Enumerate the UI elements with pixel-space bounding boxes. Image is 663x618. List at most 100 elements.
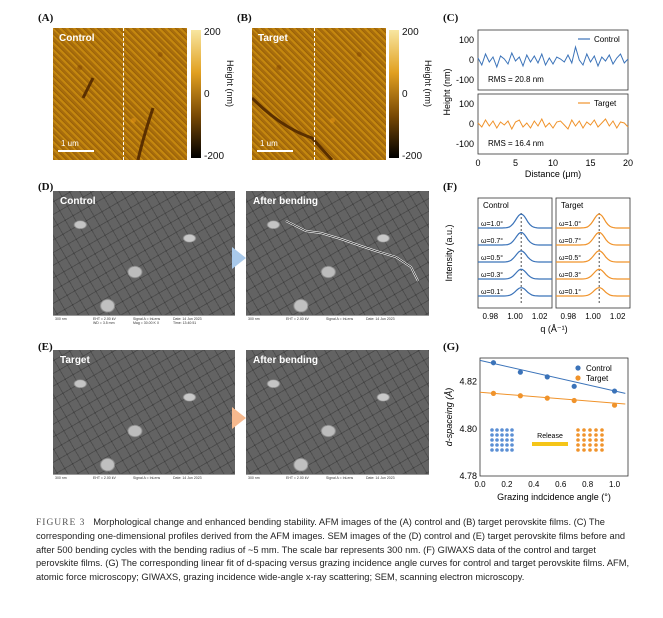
chart-g-fit-control — [479, 359, 626, 394]
afm-scale-bar — [58, 150, 94, 152]
chart-c-xtick: 0 — [475, 158, 480, 168]
colorbar-tick-bot-a: -200 — [204, 151, 225, 162]
chart-f-ylabel: Intensity (a.u.) — [444, 224, 454, 281]
sem-bar-signal: Signal A = InLens — [133, 317, 161, 321]
chart-g-inset-dot-blue — [505, 438, 509, 442]
chart-g-inset-dot-blue — [490, 438, 494, 442]
chart-g-xtick: 0.2 — [501, 480, 513, 489]
chart-f-xtick: 0.98 — [483, 312, 499, 321]
chart-g-xtick: 0.8 — [582, 480, 594, 489]
figure-caption: FIGURE 3 Morphological change and enhanc… — [36, 516, 636, 584]
chart-g-inset-dot-blue — [505, 433, 509, 437]
chart-f-frame-0 — [477, 197, 553, 309]
panel-label-g: (G) — [443, 341, 459, 353]
afm-image-target: Target 1 um — [252, 28, 386, 160]
panel-label-e: (E) — [38, 341, 53, 353]
afm-target-label: Target — [258, 33, 288, 44]
chart-f-curve-label: ω=0.1° — [559, 288, 581, 296]
chart-g-ytick: 4.78 — [459, 471, 477, 481]
colorbar-tick-top-b: 200 — [402, 27, 419, 38]
afm-colorbar-a — [191, 30, 201, 158]
chart-g-inset-dot-orange — [576, 438, 580, 442]
chart-f-curve-label: ω=1.0° — [481, 220, 503, 228]
sem-bar-scale-2: 300 nm — [248, 317, 260, 321]
chart-g-inset-dot-orange — [582, 448, 586, 452]
chart-c-ytick: -100 — [456, 75, 474, 85]
chart-f-curve — [478, 287, 552, 297]
sem-bar-mag: Mag = 30.00 K X — [133, 321, 160, 325]
chart-f-curve — [556, 287, 630, 297]
chart-f-curve-label: ω=0.5° — [559, 254, 581, 262]
chart-g-inset-dot-blue — [490, 428, 494, 432]
panel-label-b: (B) — [237, 12, 252, 24]
chart-f-curve-label: ω=0.1° — [481, 288, 503, 296]
sem-target-before: Target 300 nm EHT = 2.00 kV Signal A = I… — [53, 350, 235, 485]
sem-bar-date-3: Date: 14 Jun 2023 — [173, 476, 202, 480]
chart-f-curve — [556, 213, 630, 229]
chart-g-inset-dot-orange — [594, 433, 598, 437]
afm-defect-lines — [81, 77, 155, 160]
chart-g-inset-dot-blue — [490, 448, 494, 452]
sem-bar-signal-4: Signal A = InLens — [326, 476, 354, 480]
sem-bar-scale-3: 300 nm — [55, 476, 67, 480]
afm-scale-text-target: 1 um — [260, 139, 278, 148]
chart-f-curve — [556, 250, 630, 263]
afm-profile-line-target — [314, 28, 315, 160]
chart-g-ylabel: d-spaceing (Å) — [444, 388, 454, 447]
arrow-e — [232, 407, 246, 429]
chart-f-curve — [478, 231, 552, 246]
chart-g-inset-dot-orange — [588, 428, 592, 432]
sem-info-bar-4: 300 nm EHT = 2.00 kV Signal A = InLens D… — [246, 474, 429, 485]
chart-g-legend-1: Target — [586, 374, 609, 383]
sem-info-bar: 300 nm EHT = 2.00 kV WD = 3.5 mm Signal … — [53, 315, 235, 326]
chart-g-inset-dot-blue — [500, 443, 504, 447]
sem-bar-eht-2: EHT = 2.00 kV — [286, 317, 309, 321]
chart-c-frame-0 — [477, 29, 629, 91]
chart-g-inset-dot-blue — [510, 443, 514, 447]
chart-g-point-control — [517, 369, 523, 375]
chart-c-legend-0: Control — [594, 35, 620, 44]
chart-f-xtick: 1.00 — [585, 312, 601, 321]
chart-g-inset-label: Release — [537, 433, 563, 440]
chart-g-inset-dot-orange — [594, 438, 598, 442]
chart-c-legend-1: Target — [594, 99, 617, 108]
chart-f-curve-label: ω=0.3° — [481, 271, 503, 279]
sem-bar-scale: 300 nm — [55, 317, 67, 321]
chart-c-xtick: 10 — [548, 158, 558, 168]
chart-f-xlabel: q (Å⁻¹) — [540, 324, 567, 334]
chart-c-line-target — [477, 117, 629, 131]
sem-bar-eht-3: EHT = 2.00 kV — [93, 476, 116, 480]
chart-g-inset-dot-blue — [510, 428, 514, 432]
sem-bar-time: Time: 13:40:51 — [173, 321, 197, 325]
chart-f-xtick: 0.98 — [561, 312, 577, 321]
chart-g-xlabel: Grazing indcidence angle (°) — [497, 492, 611, 502]
chart-c-ytick: -100 — [456, 139, 474, 149]
chart-g-point-target — [611, 402, 618, 408]
chart-g-inset-dot-blue — [495, 428, 499, 432]
chart-g-point-control — [490, 360, 497, 366]
chart-g-inset-dot-orange — [576, 428, 580, 432]
chart-f-curve — [556, 268, 630, 280]
chart-g-point-control — [544, 374, 550, 380]
afm-defect-lines-target — [252, 96, 334, 160]
chart-g-inset-dot-orange — [594, 443, 598, 447]
chart-g-inset-dot-orange — [576, 433, 580, 437]
chart-g-inset-dot-orange — [588, 438, 592, 442]
chart-c-ytick: 0 — [469, 119, 474, 129]
sem-target-after: After bending 300 nm EHT = 2.00 kV Signa… — [246, 350, 429, 485]
chart-g-legend-0: Control — [586, 364, 612, 373]
chart-g-point-target — [571, 397, 577, 404]
chart-f-giwaxs: Intensity (a.u.) Control ω=1.0° ω=0.7° ω=0.5… — [444, 197, 631, 334]
chart-g-inset-dot-orange — [576, 443, 580, 447]
chart-f-curve-label: ω=1.0° — [559, 220, 581, 228]
chart-g-inset-dot-blue — [495, 448, 499, 452]
sem-info-bar-2: 300 nm EHT = 2.00 kV Signal A = InLens D… — [246, 315, 429, 326]
chart-g-frame — [479, 357, 629, 477]
chart-c-ytick: 100 — [459, 99, 474, 109]
colorbar-title-b: Height (nm) — [423, 60, 433, 108]
chart-g-point-target — [490, 390, 497, 396]
chart-f-title-1: Target — [561, 201, 584, 210]
chart-g-inset-dot-orange — [582, 428, 586, 432]
